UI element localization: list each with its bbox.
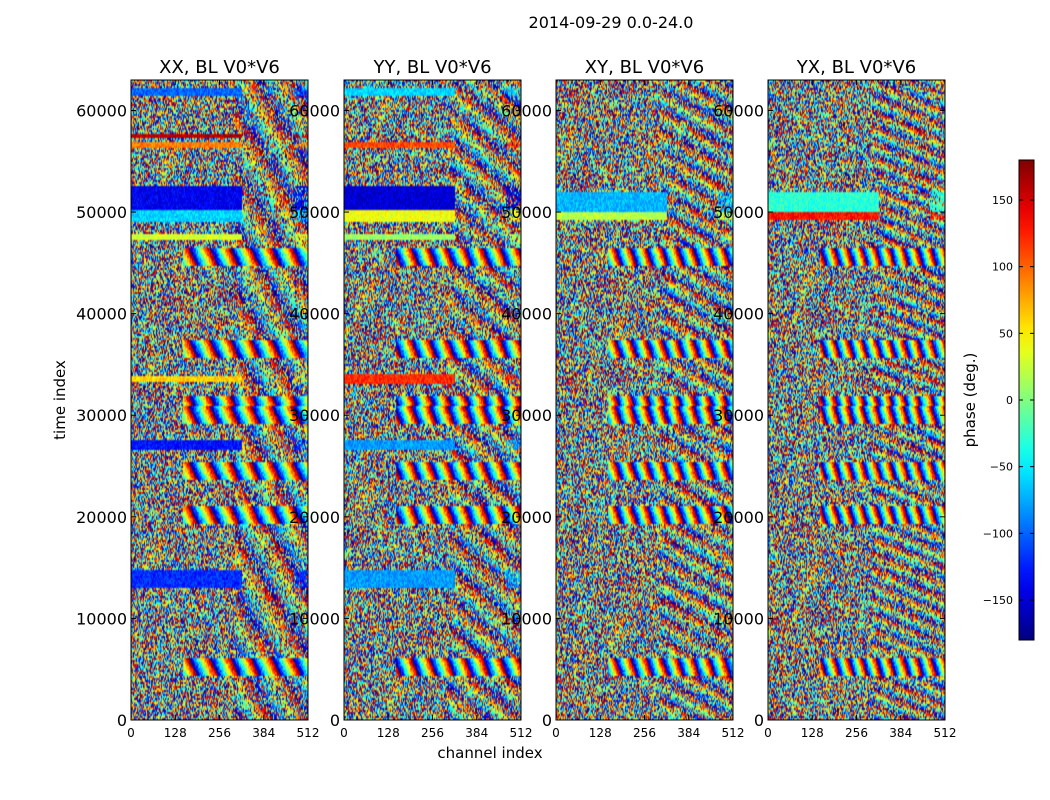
y-tick-label: 0 xyxy=(542,711,552,730)
y-tick-label: 60000 xyxy=(76,101,127,120)
x-tick-label: 512 xyxy=(297,726,320,740)
x-tick-label: 128 xyxy=(801,726,824,740)
y-tick-label: 60000 xyxy=(713,101,764,120)
y-tick-label: 0 xyxy=(330,711,340,730)
colorbar-tick-label: 0 xyxy=(1006,394,1013,407)
x-tick-label: 384 xyxy=(252,726,275,740)
colorbar-tick-label: −100 xyxy=(983,527,1013,540)
panel-title: YY, BL V0*V6 xyxy=(372,57,491,78)
y-tick-label: 10000 xyxy=(289,609,340,628)
x-tick-label: 512 xyxy=(722,726,745,740)
phase-heatmap xyxy=(131,80,308,720)
phase-heatmap xyxy=(344,80,521,720)
colorbar-tick-label: 100 xyxy=(992,261,1013,274)
y-axis-label: time index xyxy=(51,360,69,440)
y-tick-label: 60000 xyxy=(289,101,340,120)
y-tick-label: 20000 xyxy=(501,508,552,527)
x-tick-label: 384 xyxy=(677,726,700,740)
y-tick-label: 50000 xyxy=(713,203,764,222)
y-tick-label: 40000 xyxy=(713,305,764,324)
phase-heatmap xyxy=(768,80,945,720)
y-tick-label: 0 xyxy=(117,711,127,730)
phase-heatmap xyxy=(556,80,733,720)
y-tick-label: 40000 xyxy=(76,305,127,324)
x-axis-label: channel index xyxy=(437,744,542,762)
colorbar-tick-label: 150 xyxy=(992,194,1013,207)
y-tick-label: 10000 xyxy=(76,609,127,628)
panel-2: YY, BL V0*V6 0 128 256 384 512 0 10000 20000 3000… xyxy=(289,57,532,740)
colorbar: −150 −100 −50 0 50 100 150 xyxy=(983,159,1035,641)
y-tick-label: 40000 xyxy=(501,305,552,324)
y-tick-label: 20000 xyxy=(713,508,764,527)
x-tick-label: 128 xyxy=(589,726,612,740)
y-tick-label: 40000 xyxy=(289,305,340,324)
x-tick-label: 256 xyxy=(421,726,444,740)
y-tick-label: 0 xyxy=(754,711,764,730)
y-tick-label: 30000 xyxy=(713,406,764,425)
y-tick-label: 10000 xyxy=(501,609,552,628)
panel-title: XX, BL V0*V6 xyxy=(159,57,280,78)
x-tick-label: 384 xyxy=(465,726,488,740)
panel-title: YX, BL V0*V6 xyxy=(796,57,916,78)
y-tick-label: 60000 xyxy=(501,101,552,120)
y-tick-label: 20000 xyxy=(289,508,340,527)
x-tick-label: 128 xyxy=(377,726,400,740)
x-tick-label: 256 xyxy=(845,726,868,740)
x-tick-label: 0 xyxy=(340,726,348,740)
y-tick-label: 10000 xyxy=(713,609,764,628)
x-tick-label: 256 xyxy=(633,726,656,740)
y-tick-label: 30000 xyxy=(76,406,127,425)
panel-4: YX, BL V0*V6 0 128 256 384 512 0 10000 20000 3000… xyxy=(713,57,956,740)
x-tick-label: 0 xyxy=(552,726,560,740)
y-tick-label: 20000 xyxy=(76,508,127,527)
x-tick-label: 384 xyxy=(889,726,912,740)
y-tick-label: 30000 xyxy=(501,406,552,425)
x-tick-label: 0 xyxy=(127,726,135,740)
x-tick-label: 512 xyxy=(934,726,957,740)
y-tick-label: 50000 xyxy=(76,203,127,222)
panels: XX, BL V0*V6 0 128 256 384 512 0 10000 20000 3000… xyxy=(76,57,956,740)
x-tick-label: 0 xyxy=(764,726,772,740)
colorbar-tick-label: −150 xyxy=(983,594,1013,607)
y-tick-label: 50000 xyxy=(501,203,552,222)
y-tick-label: 50000 xyxy=(289,203,340,222)
panel-3: XY, BL V0*V6 0 128 256 384 512 0 10000 20000 3000… xyxy=(501,57,744,740)
colorbar-tick-label: 50 xyxy=(999,327,1013,340)
figure-title: 2014-09-29 0.0-24.0 xyxy=(529,13,694,32)
x-tick-label: 256 xyxy=(208,726,231,740)
panel-title: XY, BL V0*V6 xyxy=(585,57,704,78)
y-tick-label: 30000 xyxy=(289,406,340,425)
panel-1: XX, BL V0*V6 0 128 256 384 512 0 10000 20000 3000… xyxy=(76,57,319,740)
colorbar-tick-label: −50 xyxy=(990,461,1013,474)
x-tick-label: 512 xyxy=(510,726,533,740)
x-tick-label: 128 xyxy=(164,726,187,740)
colorbar-label: phase (deg.) xyxy=(961,353,979,448)
